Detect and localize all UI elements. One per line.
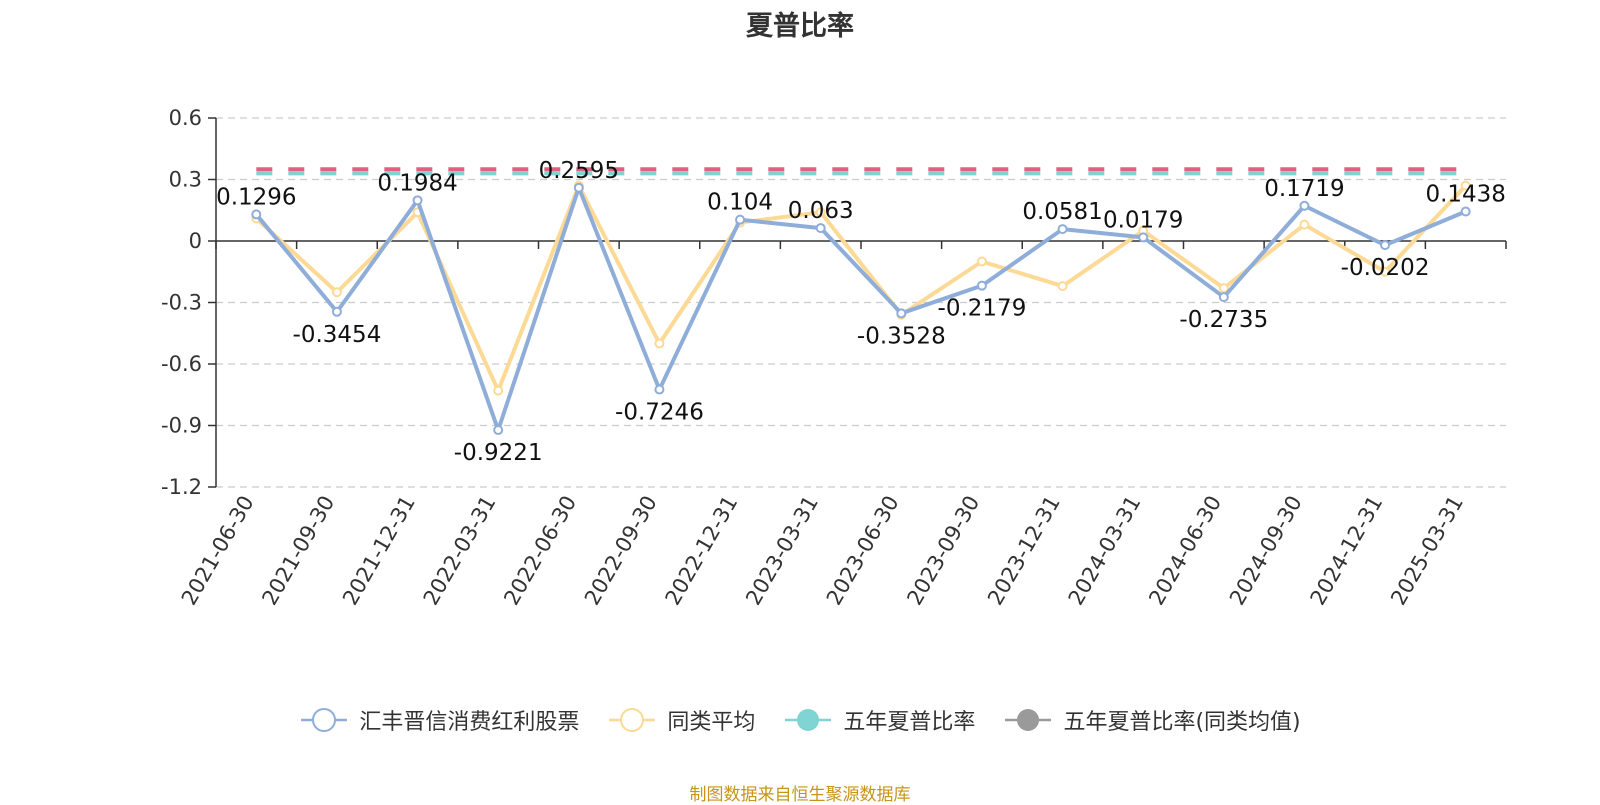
- data-point: [1299, 200, 1310, 211]
- legend: 汇丰晋信消费红利股票 同类平均 五年夏普比率 五年夏普比率(同类均值): [0, 704, 1600, 736]
- x-tick-label: 2021-12-31: [338, 492, 420, 610]
- data-point: [573, 182, 584, 193]
- data-point: [735, 214, 746, 225]
- x-tick-label: 2023-06-30: [822, 492, 904, 610]
- data-label: 0.1296: [216, 184, 296, 210]
- y-tick-label: -1.2: [161, 475, 202, 499]
- legend-label: 五年夏普比率(同类均值): [1063, 710, 1301, 735]
- data-point: [1057, 281, 1068, 292]
- legend-item[interactable]: 汇丰晋信消费红利股票: [299, 704, 579, 736]
- x-tick-label: 2024-03-31: [1064, 492, 1146, 610]
- y-tick-label: 0: [189, 229, 202, 253]
- legend-marker-icon: [785, 709, 832, 731]
- grid-layer: [216, 117, 1506, 488]
- x-tick-label: 2024-12-31: [1306, 492, 1388, 610]
- legend-item[interactable]: 同类平均: [607, 704, 755, 736]
- data-point: [1460, 180, 1471, 191]
- data-point: [1460, 206, 1471, 217]
- data-label: 0.063: [788, 198, 854, 224]
- data-point: [815, 207, 826, 218]
- data-point: [1380, 240, 1391, 251]
- x-tick-label: 2023-12-31: [983, 492, 1065, 610]
- chart-plot: 0.6 0.3 0 -0.3 -0.6 -0.9 -1.22021-06-302021-09…: [161, 106, 1507, 610]
- x-tick-label: 2022-09-30: [580, 492, 662, 610]
- data-label: -0.0202: [1341, 255, 1430, 281]
- data-label-layer: 0.1296 -0.3454 0.1984 -0.9221 0.2595 -0.7246 0…: [216, 158, 1506, 466]
- data-point: [493, 425, 504, 436]
- data-point: [493, 385, 504, 396]
- reference-lines-layer: [256, 167, 1466, 176]
- data-label: 0.1438: [1425, 182, 1505, 208]
- x-tick-label: 2021-09-30: [257, 492, 339, 610]
- data-label: -0.2179: [938, 296, 1027, 322]
- data-point: [976, 280, 987, 291]
- y-tick-label: -0.9: [161, 414, 202, 438]
- data-label: 0.1719: [1264, 176, 1344, 202]
- data-label: 0.0179: [1103, 207, 1183, 233]
- y-tick-label: 0.3: [169, 168, 202, 192]
- x-tick-label: 2024-09-30: [1225, 492, 1307, 610]
- x-tick-label: 2022-03-31: [419, 492, 501, 610]
- data-point: [654, 338, 665, 349]
- data-label: -0.9221: [454, 440, 543, 466]
- data-point: [331, 306, 342, 317]
- series-layer: [251, 180, 1471, 436]
- data-label: 0.104: [707, 190, 773, 216]
- data-point: [1057, 224, 1068, 235]
- x-tick-label: 2024-06-30: [1144, 492, 1226, 610]
- legend-marker-icon: [1005, 709, 1052, 731]
- chart-title: 夏普比率: [746, 11, 854, 42]
- x-tick-label: 2022-06-30: [499, 492, 581, 610]
- data-point: [1218, 292, 1229, 303]
- series-line-0: [254, 185, 1467, 433]
- data-point: [654, 384, 665, 395]
- legend-label: 五年夏普比率: [843, 710, 976, 735]
- source-note: 制图数据来自恒生聚源数据库: [689, 785, 911, 805]
- data-point: [1380, 266, 1391, 277]
- data-point: [251, 209, 262, 220]
- data-point: [976, 256, 987, 267]
- data-label: 0.2595: [539, 158, 619, 184]
- data-label: -0.3454: [293, 322, 382, 348]
- data-point: [815, 223, 826, 234]
- legend-label: 同类平均: [667, 710, 756, 735]
- data-label: -0.2735: [1179, 307, 1268, 333]
- data-point: [1138, 232, 1149, 243]
- legend-marker-icon: [609, 708, 656, 732]
- legend-item[interactable]: 五年夏普比率(同类均值): [1003, 704, 1301, 736]
- x-tick-label: 2023-09-30: [902, 492, 984, 610]
- data-point: [1299, 219, 1310, 230]
- legend-item[interactable]: 五年夏普比率: [783, 704, 975, 736]
- data-label: 0.0581: [1022, 199, 1102, 225]
- data-point: [412, 195, 423, 206]
- data-label: -0.3528: [857, 323, 946, 349]
- data-label: -0.7246: [615, 400, 704, 426]
- data-point: [331, 287, 342, 298]
- data-label: 0.1984: [377, 170, 457, 196]
- series-line-1: [254, 183, 1468, 393]
- y-tick-label: -0.3: [161, 291, 202, 315]
- y-tick-label: -0.6: [161, 352, 202, 376]
- x-tick-label: 2023-03-31: [741, 492, 823, 610]
- data-point: [896, 308, 907, 319]
- y-tick-label: 0.6: [169, 106, 202, 130]
- x-tick-label: 2021-06-30: [177, 492, 259, 610]
- x-tick-label: 2025-03-31: [1386, 492, 1468, 610]
- x-tick-label: 2022-12-31: [661, 492, 743, 610]
- legend-marker-icon: [301, 708, 348, 732]
- legend-label: 汇丰晋信消费红利股票: [359, 710, 580, 735]
